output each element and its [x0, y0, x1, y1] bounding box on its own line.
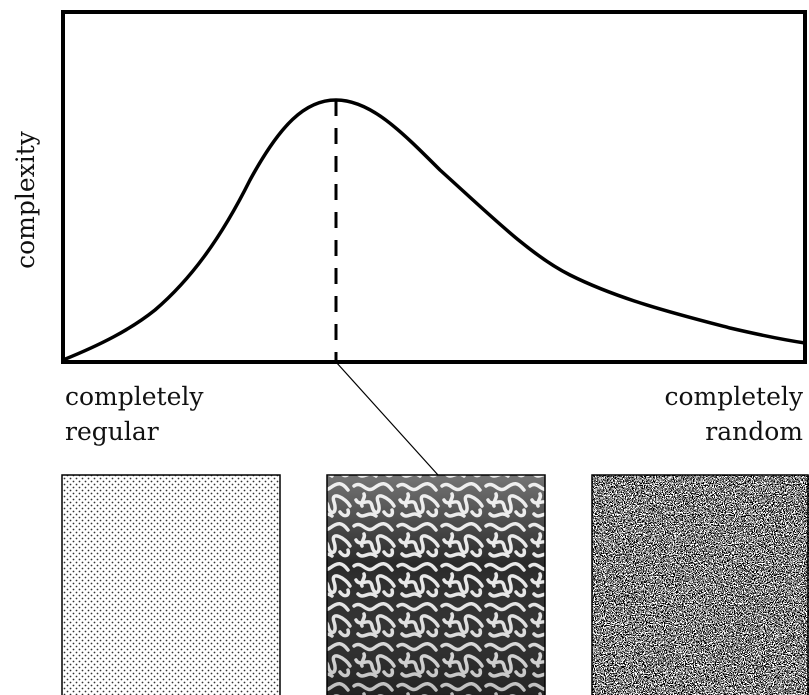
plot-frame	[63, 12, 805, 362]
connector	[336, 362, 438, 475]
complexity-curve	[63, 100, 805, 360]
regular-texture	[62, 475, 280, 695]
x-left-label: completely	[65, 382, 204, 411]
complex-texture	[327, 475, 545, 695]
diagram: complexity completely regular completely…	[0, 0, 809, 695]
random-texture	[592, 475, 809, 695]
y-axis-label: complexity	[11, 130, 40, 269]
x-left-label: regular	[65, 417, 159, 446]
x-right-label: completely	[664, 382, 803, 411]
x-right-label: random	[705, 417, 803, 446]
